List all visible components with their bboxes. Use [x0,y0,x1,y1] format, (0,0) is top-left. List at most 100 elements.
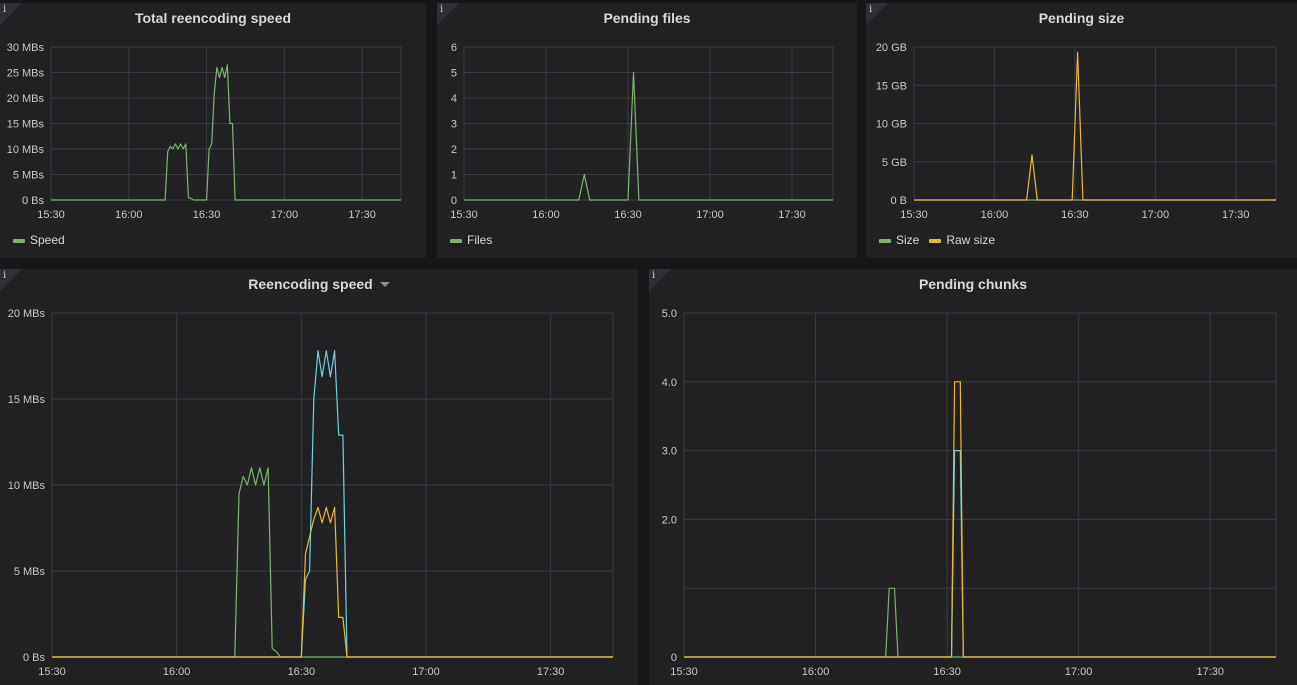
series-line-2 [684,450,1276,658]
x-tick-label: 16:00 [163,666,191,678]
info-corner[interactable] [866,3,888,25]
legend: Size Raw size [879,233,1005,247]
chart-pending-size: 0 B 5 GB 10 GB 15 GB 20 GB 15:30 16:00 16:30 17:… [876,42,1277,221]
panel-title[interactable]: Total reencoding speed [134,10,292,26]
panel-reencoding-speed: i Reencoding speed 0 Bs 5 MBs 10 MBs 15 MBs… [0,269,638,685]
y-tick-label: 20 GB [876,42,907,54]
y-tick-label: 15 MBs [7,119,45,131]
x-tick-label: 17:30 [1196,666,1224,678]
x-tick-label: 17:30 [348,209,376,221]
info-corner[interactable] [437,3,459,25]
y-tick-label: 0 [451,195,457,207]
legend-label: Files [467,233,493,247]
x-tick-label: 16:30 [1061,209,1089,221]
y-tick-label: 15 MBs [8,394,46,406]
panel-pending-files: i Pending files 0 1 2 3 4 5 6 15:30 16:00 16:30 17… [437,3,857,258]
chart-pending-files: 0 1 2 3 4 5 6 15:30 16:00 16:30 17:00 17:30 [450,42,834,221]
panel-title[interactable]: Reencoding speed [248,276,373,292]
panel-title[interactable]: Pending size [1038,10,1125,26]
y-tick-label: 5.0 [662,308,677,320]
caret-down-icon[interactable] [379,282,390,287]
info-corner[interactable] [0,269,22,291]
y-tick-label: 4.0 [662,377,677,389]
y-tick-label: 0 B [890,195,907,207]
info-icon[interactable]: i [3,270,7,281]
legend-swatch-icon [879,238,891,243]
y-tick-label: 5 GB [882,157,907,169]
y-tick-label: 5 MBs [13,170,45,182]
legend-label: Speed [30,233,65,247]
series-line-1 [684,587,1276,658]
y-tick-label: 5 [451,68,457,80]
info-icon[interactable]: i [652,270,656,281]
y-tick-label: 0 Bs [22,195,45,207]
x-tick-label: 17:00 [271,209,299,221]
y-tick-label: 2 [451,144,457,156]
x-tick-label: 16:30 [933,666,961,678]
x-tick-label: 15:30 [670,666,698,678]
y-tick-label: 1 [451,170,457,182]
info-icon[interactable]: i [440,4,444,15]
x-tick-label: 17:00 [696,209,724,221]
panel-title-menu[interactable]: Reencoding speed [0,276,638,292]
panel-total-reencoding-speed: i Total reencoding speed 0 Bs 5 MBs 10 MBs… [0,3,426,258]
series-line-1 [52,467,613,658]
series-line-3 [684,381,1276,658]
y-tick-label: 0 [671,652,677,664]
y-tick-label: 30 MBs [7,42,45,54]
x-tick-label: 17:00 [1142,209,1170,221]
legend-item[interactable]: Speed [13,233,65,247]
legend-item[interactable]: Raw size [929,233,995,247]
legend-item[interactable]: Files [450,233,492,247]
panel-title[interactable]: Pending files [603,10,691,26]
series-line-1 [51,64,401,201]
legend-swatch-icon [450,238,462,243]
info-corner[interactable] [649,269,671,291]
panel-title[interactable]: Pending chunks [918,276,1028,292]
x-tick-label: 17:30 [537,666,565,678]
x-tick-label: 15:30 [900,209,928,221]
chart-total-reencoding-speed: 0 Bs 5 MBs 10 MBs 15 MBs 20 MBs 25 MBs 30 MBs 1… [7,42,402,221]
x-tick-label: 16:30 [288,666,316,678]
panel-pending-size: i Pending size 0 B 5 GB 10 GB 15 GB 20 GB 15:… [866,3,1297,258]
y-tick-label: 5 MBs [14,566,46,578]
x-tick-label: 15:30 [450,209,478,221]
info-corner[interactable] [0,3,22,25]
x-tick-label: 15:30 [37,209,65,221]
y-tick-label: 10 GB [876,119,907,131]
chart-reencoding-speed: 0 Bs 5 MBs 10 MBs 15 MBs 20 MBs 15:30 16:00 16:… [8,308,614,678]
x-tick-label: 16:00 [532,209,560,221]
y-tick-label: 3.0 [662,446,677,458]
legend-label: Size [896,233,920,247]
series-line-2 [52,350,613,658]
legend-item[interactable]: Size [879,233,919,247]
legend-label: Raw size [946,233,996,247]
y-tick-label: 2.0 [662,514,677,526]
legend-swatch-icon [929,238,942,243]
y-tick-label: 0 Bs [23,652,46,664]
series-line-1 [464,71,833,201]
info-icon[interactable]: i [3,4,7,15]
x-tick-label: 16:00 [802,666,830,678]
y-tick-label: 20 MBs [7,93,45,105]
y-tick-label: 6 [451,42,457,54]
y-tick-label: 10 MBs [7,144,45,156]
y-tick-label: 20 MBs [8,308,46,320]
x-tick-label: 17:30 [778,209,806,221]
y-tick-label: 3 [451,119,457,131]
legend: Speed [13,233,75,247]
y-tick-label: 25 MBs [7,68,45,80]
info-icon[interactable]: i [869,4,873,15]
series-line-3 [52,506,613,658]
x-tick-label: 17:00 [412,666,440,678]
y-tick-label: 15 GB [876,80,907,92]
legend-swatch-icon [13,238,25,243]
x-tick-label: 17:30 [1222,209,1250,221]
legend: Files [450,233,502,247]
x-tick-label: 16:00 [981,209,1009,221]
y-tick-label: 4 [451,93,457,105]
chart-pending-chunks: 0 2.0 3.0 4.0 5.0 15:30 16:00 16:30 17:00 17:30 [662,308,1277,678]
x-tick-label: 15:30 [38,666,66,678]
x-tick-label: 16:00 [115,209,143,221]
panel-pending-chunks: i Pending chunks 0 2.0 3.0 4.0 5.0 15:30 16:00… [649,269,1297,685]
